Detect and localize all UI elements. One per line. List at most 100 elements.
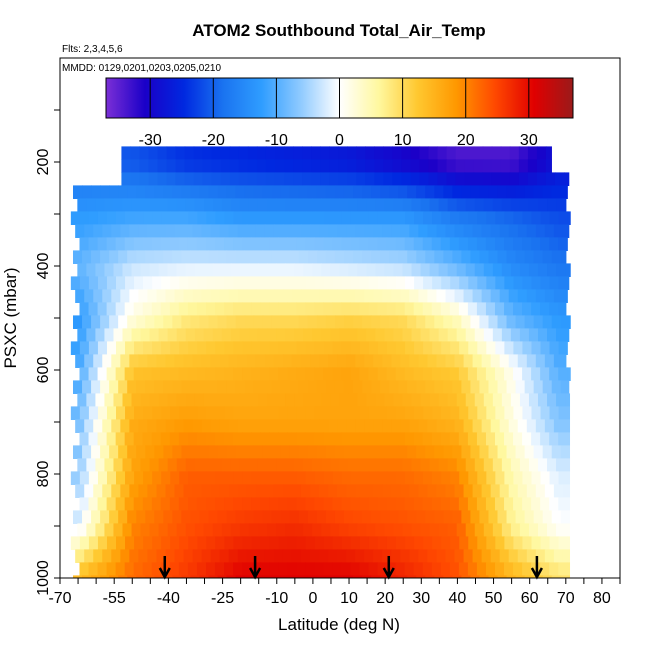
heatmap-cell [202,172,213,186]
heatmap-cell [267,393,277,407]
y-tick-label: 1000 [35,560,52,596]
heatmap-cell [359,471,370,485]
heatmap-cell [305,276,316,290]
heatmap-cell [477,406,487,420]
heatmap-cell [427,484,438,498]
heatmap-cell [203,198,214,212]
heatmap-cell [203,523,214,537]
heatmap-cell [109,575,119,578]
heatmap-cell [176,458,187,472]
heatmap-cell [84,549,94,563]
heatmap-cell [425,315,435,329]
heatmap-cell [531,536,542,550]
heatmap-cell [420,328,431,342]
heatmap-cell [368,237,379,251]
heatmap-cell [323,406,334,420]
heatmap-cell [504,432,514,446]
heatmap-cell [429,458,440,472]
heatmap-cell [554,172,565,186]
heatmap-cell [127,510,137,524]
heatmap-cell [410,172,421,186]
heatmap-cell [560,445,571,459]
heatmap-cell [248,263,259,277]
heatmap-cell [172,575,182,578]
heatmap-cell [251,432,261,446]
heatmap-cell [136,510,146,524]
heatmap-cell [334,185,345,199]
heatmap-cell [391,484,401,498]
heatmap-cell [522,471,533,485]
heatmap-cell [86,393,96,407]
heatmap-cell [420,198,431,212]
heatmap-cell [163,380,173,394]
heatmap-cell [422,432,433,446]
heatmap-cell [149,458,160,472]
heatmap-cell [499,549,510,563]
heatmap-cell [70,406,81,420]
heatmap-cell [377,536,388,550]
heatmap-cell [405,276,415,290]
heatmap-cell [414,211,424,225]
colorbar-tick-label: 30 [520,132,538,149]
heatmap-cell [193,146,204,160]
heatmap-cell [445,484,456,498]
heatmap-cell [145,250,155,264]
heatmap-cell [131,328,142,342]
heatmap-cell [79,536,90,550]
heatmap-cell [196,302,207,316]
heatmap-cell [506,445,517,459]
heatmap-cell [100,185,110,199]
heatmap-cell [226,575,237,578]
heatmap-cell [289,380,300,394]
heatmap-cell [443,510,453,524]
heatmap-cell [482,159,493,173]
heatmap-cell [194,523,205,537]
heatmap-cell [147,484,158,498]
heatmap-cell [167,523,178,537]
heatmap-cell [323,237,334,251]
heatmap-cell [296,341,307,355]
heatmap-cell [134,471,144,485]
heatmap-cell [332,432,343,446]
heatmap-cell [253,445,264,459]
heatmap-cell [341,562,352,576]
heatmap-cell [535,224,546,238]
heatmap-cell [341,237,352,251]
heatmap-cell [224,302,234,316]
heatmap-cell [464,146,475,160]
heatmap-cell [429,523,440,537]
heatmap-cell [116,471,126,485]
heatmap-cell [148,159,159,173]
heatmap-cell [205,497,216,511]
heatmap-cell [450,211,460,225]
heatmap-cell [494,302,505,316]
heatmap-cell [151,302,162,316]
heatmap-cell [79,341,90,355]
heatmap-cell [368,341,379,355]
heatmap-cell [282,289,293,303]
heatmap-cell [278,211,289,225]
heatmap-cell [389,185,399,199]
heatmap-cell [432,406,442,420]
heatmap-cell [413,497,424,511]
heatmap-cell [359,367,370,381]
heatmap-cell [428,172,439,186]
heatmap-cell [526,354,537,368]
heatmap-cell [93,289,103,303]
heatmap-cell [133,562,144,576]
heatmap-cell [535,484,546,498]
heatmap-cell [193,172,204,186]
heatmap-cell [192,289,203,303]
heatmap-cell [154,445,164,459]
heatmap-cell [163,250,173,264]
heatmap-cell [357,328,367,342]
heatmap-cell [343,250,354,264]
heatmap-cell [492,393,503,407]
heatmap-cell [353,575,363,578]
heatmap-cell [147,354,158,368]
heatmap-cell [291,289,302,303]
heatmap-cell [339,393,349,407]
heatmap-cell [239,263,250,277]
heatmap-cell [476,432,487,446]
heatmap-cell [461,575,472,578]
